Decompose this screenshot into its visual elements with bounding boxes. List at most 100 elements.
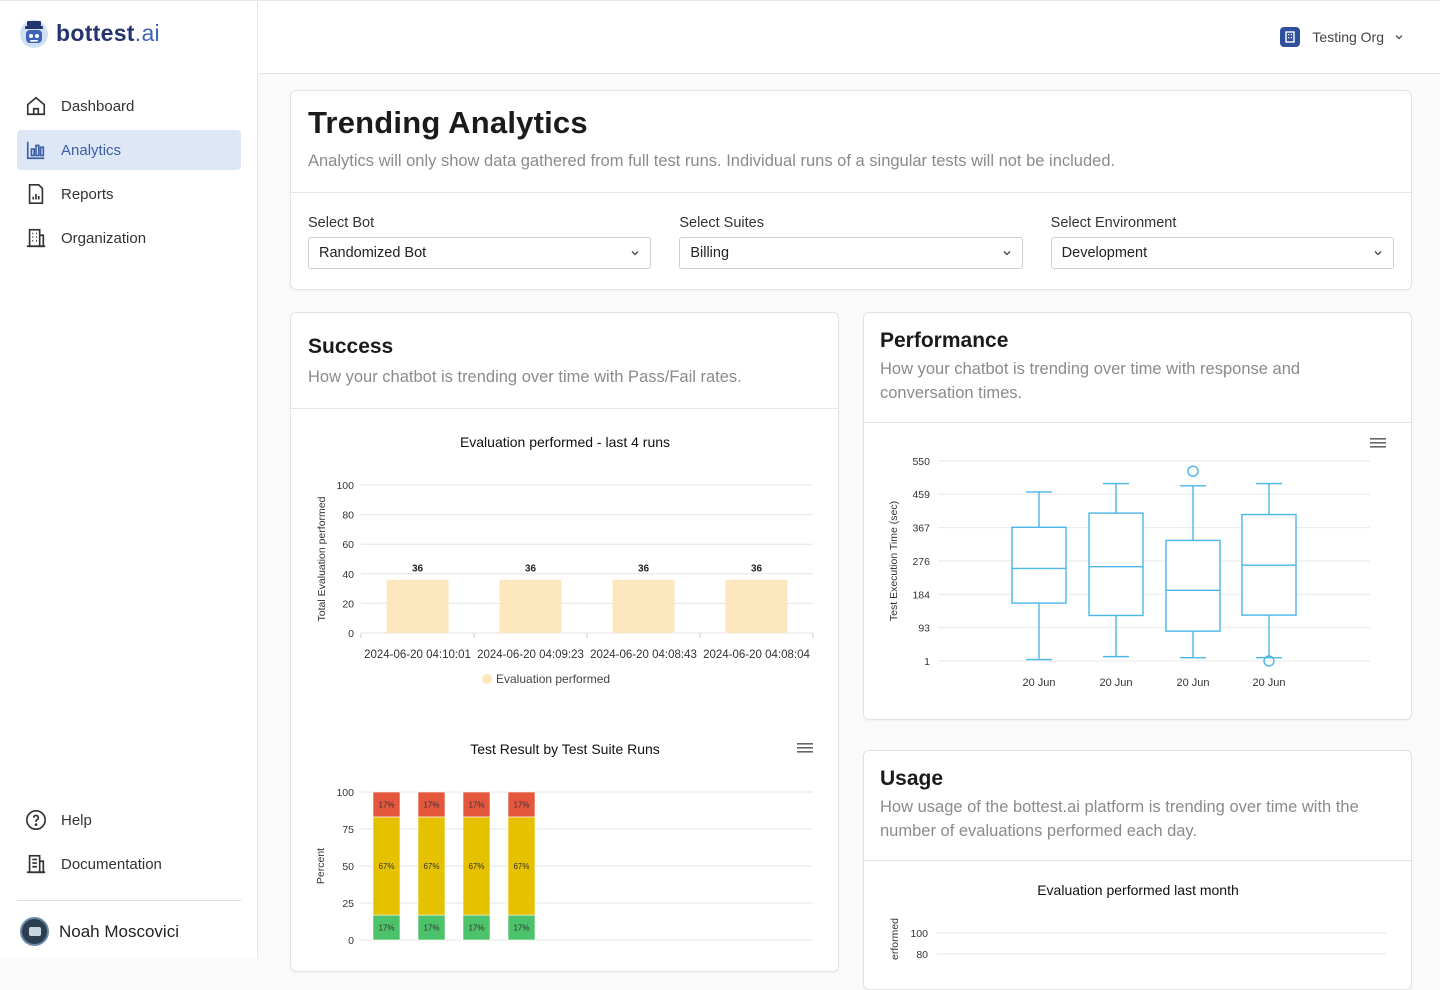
y-tick-label: 276: [912, 556, 930, 568]
box: [1165, 539, 1221, 632]
data-label: 17%: [378, 800, 394, 809]
x-tick-label: 2024-06-20 04:08:04: [703, 649, 810, 661]
x-tick-label: 20 Jun: [1099, 677, 1132, 689]
chevron-down-icon: [1374, 251, 1382, 256]
test-result-stacked-chart: Test Result by Test Suite Runs 0 25 50 75 100…: [315, 741, 813, 947]
chart-menu-icon[interactable]: [1370, 438, 1386, 448]
y-tick-label: 100: [336, 787, 354, 799]
data-label: 17%: [423, 924, 439, 933]
y-tick-label: 1: [924, 656, 930, 668]
nav-item-reports[interactable]: Reports: [17, 174, 241, 214]
brand-name: bottest.ai: [56, 19, 160, 46]
y-tick-label: 93: [918, 622, 930, 634]
stacked-bar-segment: [462, 816, 491, 916]
performance-title: Performance: [880, 329, 1009, 352]
stacked-bar-segment: [507, 791, 536, 818]
data-label: 17%: [468, 924, 484, 933]
data-label: 17%: [423, 800, 439, 809]
y-tick-label: 80: [342, 510, 354, 522]
data-label: 67%: [423, 862, 439, 871]
stacked-bar-segment: [462, 791, 491, 818]
x-tick-label: 20 Jun: [1022, 677, 1055, 689]
bar-chart-icon: [26, 141, 45, 160]
y-tick-label: 367: [912, 523, 930, 535]
stacked-bar-segment: [507, 816, 536, 916]
chart-menu-icon[interactable]: [797, 743, 813, 753]
legend-marker: [482, 674, 492, 684]
success-title: Success: [308, 335, 394, 358]
data-label: 17%: [378, 924, 394, 933]
nav-item-dashboard[interactable]: Dashboard: [17, 86, 241, 126]
usage-title: Usage: [880, 767, 944, 790]
nav-item-documentation[interactable]: Documentation: [17, 844, 241, 884]
y-axis-label: Total Evaluation performed: [316, 496, 328, 621]
data-label: 17%: [513, 800, 529, 809]
chevron-down-icon: [631, 251, 639, 256]
data-label: 36: [751, 564, 763, 575]
box: [1088, 512, 1144, 617]
select-bot-dropdown[interactable]: Randomized Bot: [308, 237, 652, 269]
chart-title: Test Result by Test Suite Runs: [470, 741, 660, 757]
report-icon: [28, 184, 44, 204]
org-building-icon: [1280, 27, 1301, 47]
stacked-bar-segment: [417, 791, 446, 818]
performance-subtitle: How your chatbot is trending over time w…: [880, 360, 1301, 402]
select-bot-label: Select Bot: [308, 215, 375, 231]
y-tick-label: 20: [342, 598, 354, 610]
data-label: 36: [525, 564, 537, 575]
nav-label: Organization: [61, 229, 147, 247]
select-bot-value: Randomized Bot: [319, 245, 427, 261]
legend-label: Evaluation performed: [496, 672, 610, 686]
y-tick-label: 60: [342, 539, 354, 551]
select-suites-value: Billing: [690, 245, 730, 261]
evaluation-bar-chart: Evaluation performed - last 4 runs 0 20 40 6…: [316, 434, 814, 686]
y-tick-label: 40: [342, 569, 354, 581]
avatar: [20, 917, 49, 946]
page-subtitle: Analytics will only show data gathered f…: [308, 152, 1116, 170]
nav-item-help[interactable]: Help: [17, 800, 241, 840]
logo[interactable]: bottest.ai: [18, 17, 160, 49]
sidebar: bottest.ai Dashboard Analytics Reports O…: [0, 0, 258, 958]
y-tick-label: 0: [348, 935, 354, 947]
performance-card: Performance How your chatbot is trending…: [863, 312, 1412, 720]
chevron-down-icon: [1395, 35, 1403, 40]
nav-item-analytics[interactable]: Analytics: [17, 130, 241, 170]
user-profile[interactable]: Noah Moscovici: [20, 917, 179, 946]
select-suites-dropdown[interactable]: Billing: [679, 237, 1023, 269]
outlier-point: [1263, 655, 1275, 667]
outlier-point: [1187, 465, 1199, 477]
nav-label: Documentation: [61, 855, 162, 873]
stacked-bar-segment: [372, 791, 401, 818]
x-tick-label: 2024-06-20 04:09:23: [477, 649, 584, 661]
data-label: 67%: [378, 862, 394, 871]
main-nav: Dashboard Analytics Reports Organization: [17, 86, 241, 262]
bar: [725, 579, 788, 633]
usage-card: Usage How usage of the bottest.ai platfo…: [863, 750, 1412, 990]
document-icon: [26, 854, 46, 874]
nav-label: Help: [61, 811, 92, 829]
data-label: 17%: [468, 800, 484, 809]
org-switcher[interactable]: Testing Org: [1280, 27, 1404, 47]
nav-label: Reports: [61, 185, 114, 203]
select-environment-label: Select Environment: [1050, 215, 1177, 231]
success-subtitle: How your chatbot is trending over time w…: [308, 368, 742, 386]
top-bar: Testing Org: [259, 0, 1440, 74]
y-axis-label: Percent: [315, 848, 327, 884]
org-name: Testing Org: [1312, 29, 1384, 45]
page-title: Trending Analytics: [308, 105, 588, 140]
data-label: 67%: [468, 862, 484, 871]
execution-time-boxplot: 1 93 184 276 367 459 550 Test Execution Time (s…: [888, 438, 1386, 689]
y-tick-label: 25: [342, 898, 354, 910]
stacked-bar-segment: [417, 816, 446, 916]
chart-title: Evaluation performed - last 4 runs: [460, 434, 670, 450]
x-tick-label: 20 Jun: [1252, 677, 1285, 689]
nav-label: Analytics: [61, 141, 122, 159]
nav-item-organization[interactable]: Organization: [17, 218, 241, 258]
data-label: 36: [412, 564, 424, 575]
data-label: 17%: [513, 924, 529, 933]
y-tick-label: 50: [342, 861, 354, 873]
select-environment-dropdown[interactable]: Development: [1050, 237, 1394, 269]
y-tick-label: 459: [912, 489, 930, 501]
usage-subtitle: How usage of the bottest.ai platform is …: [880, 798, 1359, 840]
y-tick-label: 0: [348, 628, 354, 640]
